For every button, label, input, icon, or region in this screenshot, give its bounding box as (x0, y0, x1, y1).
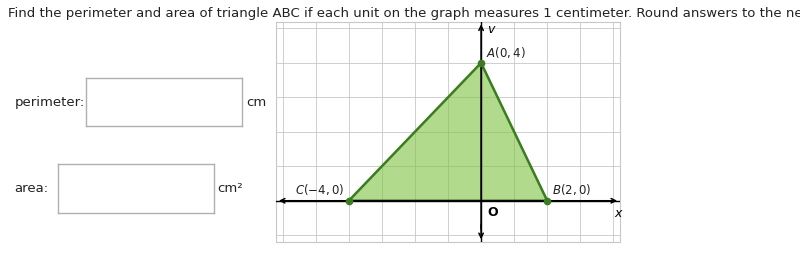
Text: cm: cm (246, 96, 266, 109)
Text: $B(2, 0)$: $B(2, 0)$ (552, 182, 591, 197)
Text: v: v (487, 23, 494, 36)
Text: Find the perimeter and area of triangle ABC if each unit on the graph measures 1: Find the perimeter and area of triangle … (8, 7, 800, 20)
Polygon shape (349, 63, 547, 201)
Text: perimeter:: perimeter: (14, 96, 85, 109)
Text: $A(0, 4)$: $A(0, 4)$ (486, 45, 526, 60)
Text: O: O (487, 206, 498, 219)
Text: area:: area: (14, 182, 49, 195)
Text: cm²: cm² (218, 182, 243, 195)
Text: x: x (614, 207, 622, 220)
Text: $C(-4, 0)$: $C(-4, 0)$ (294, 182, 344, 197)
